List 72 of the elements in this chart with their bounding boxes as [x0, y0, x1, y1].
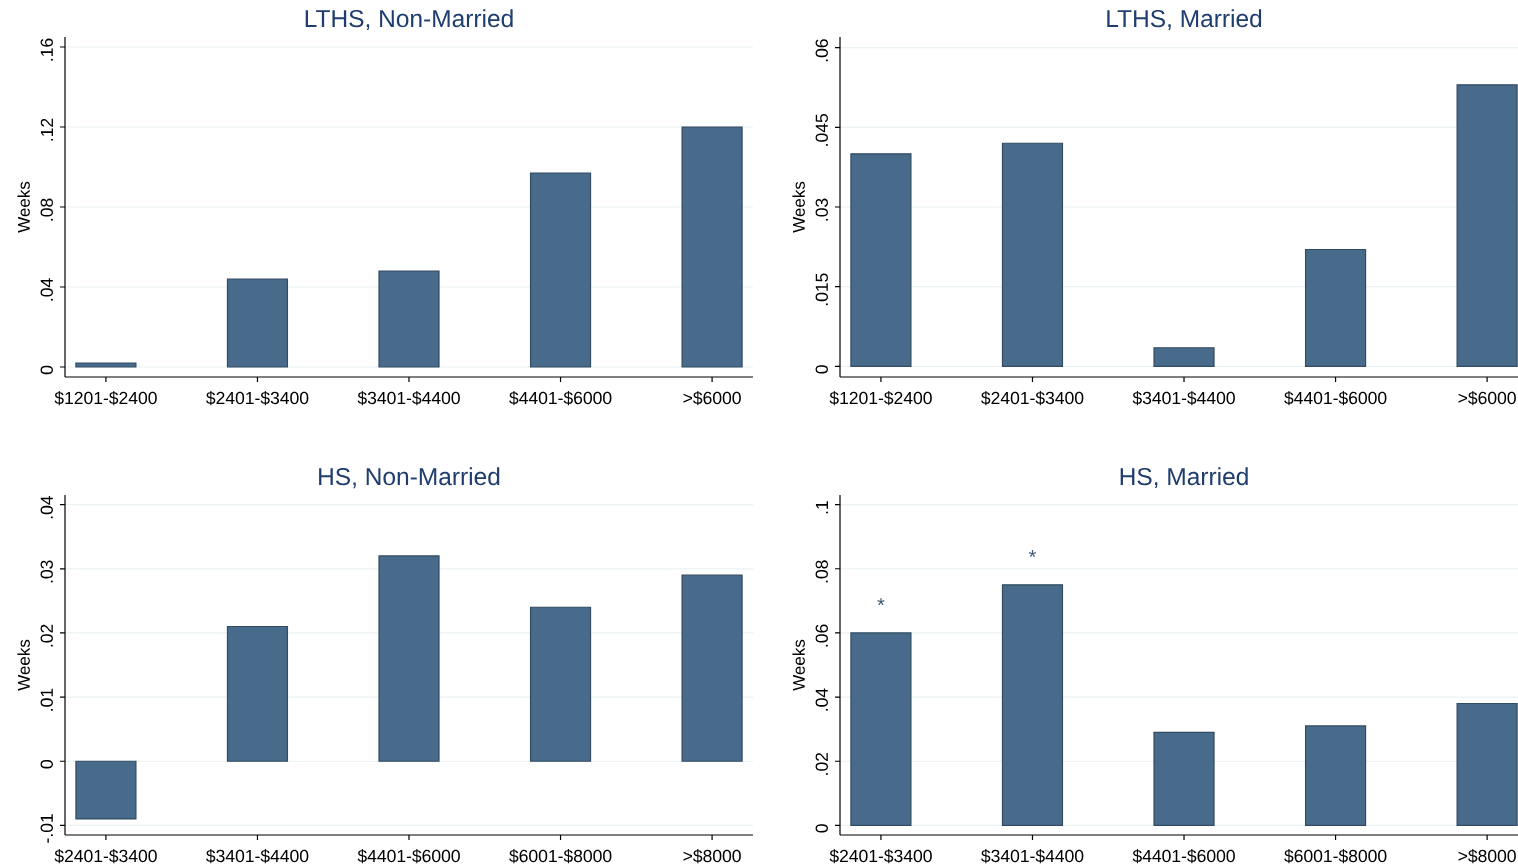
x-tick-label: >$6000 [1458, 391, 1516, 406]
chart-title: HS, Married [1120, 467, 1248, 489]
bar [378, 555, 440, 762]
x-tick-label: $4401-$6000 [1284, 391, 1387, 406]
bar [1001, 142, 1064, 367]
x-tick-label: $2401-$3400 [54, 849, 157, 864]
bar [378, 270, 440, 368]
y-tick-label: .04 [40, 495, 53, 519]
bar [1456, 702, 1518, 826]
y-axis-title: Weeks [792, 639, 805, 691]
y-tick-label: .03 [815, 198, 828, 221]
y-axis-title: Weeks [17, 181, 30, 233]
x-tick-label: $3401-$4400 [206, 849, 309, 864]
bar [681, 574, 743, 762]
x-tick-label: $4401-$6000 [357, 849, 460, 864]
chart-title: HS, Non-Married [319, 467, 500, 489]
x-tick-label: $2401-$3400 [206, 391, 309, 406]
x-tick-label: $3401-$4400 [1132, 391, 1235, 406]
bar [529, 172, 592, 368]
bar [75, 760, 137, 820]
x-tick-label: $3401-$4400 [357, 391, 460, 406]
bar [1153, 347, 1215, 367]
y-tick-label: .16 [40, 38, 53, 61]
y-tick-label: .045 [815, 114, 828, 146]
bar [1304, 725, 1367, 826]
y-tick-label: 0 [40, 760, 53, 769]
x-tick-label: $1201-$2400 [829, 391, 932, 406]
x-tick-label: $6001-$8000 [509, 849, 612, 864]
bar [75, 362, 137, 368]
bar [850, 153, 912, 367]
x-tick-label: $1201-$2400 [54, 391, 157, 406]
x-tick-label: >$8000 [1458, 849, 1516, 864]
x-tick-label: $4401-$6000 [509, 391, 612, 406]
y-tick-label: .01 [40, 688, 53, 711]
annotation: * [877, 598, 885, 606]
bar [1153, 731, 1215, 826]
bar [1001, 584, 1064, 826]
bar [226, 278, 289, 368]
y-tick-label: .04 [40, 278, 53, 301]
y-tick-label: 0 [40, 365, 53, 375]
y-tick-label: .02 [40, 624, 53, 647]
bar [681, 126, 743, 368]
y-axis-title: Weeks [792, 181, 805, 233]
y-tick-label: .12 [40, 118, 53, 141]
y-tick-label: 0 [815, 365, 828, 374]
x-tick-label: $4401-$6000 [1132, 849, 1235, 864]
bar [850, 632, 912, 826]
x-tick-label: >$6000 [683, 391, 741, 406]
y-tick-label: .08 [815, 560, 828, 583]
y-tick-label: -.01 [40, 814, 53, 843]
y-tick-label: .1 [815, 501, 828, 514]
x-tick-label: $3401-$4400 [981, 849, 1084, 864]
chart-title: LTHS, Married [1107, 9, 1262, 31]
bar [1456, 84, 1518, 367]
y-tick-label: .015 [815, 273, 828, 306]
y-tick-label: .08 [40, 198, 53, 221]
y-tick-label: .06 [815, 624, 828, 647]
y-tick-label: .02 [815, 752, 828, 775]
bar [1304, 248, 1367, 367]
x-tick-label: >$8000 [683, 849, 741, 864]
bar [529, 606, 592, 762]
x-tick-label: $2401-$3400 [829, 849, 932, 864]
y-tick-label: .03 [40, 560, 53, 583]
y-axis-title: Weeks [17, 639, 30, 691]
y-tick-label: 0 [815, 824, 828, 833]
chart-title: LTHS, Non-Married [305, 9, 513, 31]
x-tick-label: $6001-$8000 [1284, 849, 1387, 864]
bar [226, 625, 289, 762]
x-tick-label: $2401-$3400 [981, 391, 1084, 406]
y-tick-label: .04 [815, 688, 828, 711]
y-tick-label: .06 [815, 39, 828, 62]
annotation: * [1028, 550, 1037, 558]
